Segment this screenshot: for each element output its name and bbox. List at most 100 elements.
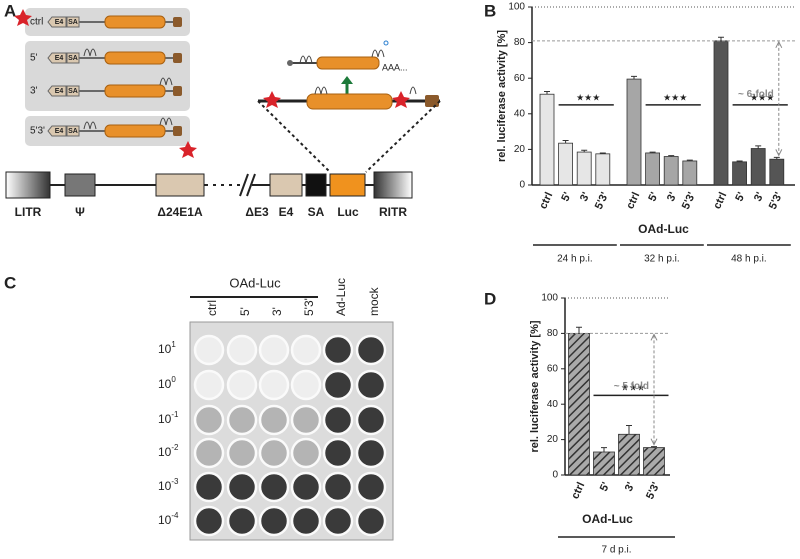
y-tick-label: 80 bbox=[547, 328, 559, 339]
well bbox=[193, 334, 225, 366]
x-tick-label: 3' bbox=[623, 480, 638, 493]
bar bbox=[558, 142, 573, 186]
element-label: E4 bbox=[55, 88, 64, 95]
x-tick-label: 3' bbox=[578, 190, 593, 203]
genome-label: E4 bbox=[279, 205, 294, 219]
group-label: 32 h p.i. bbox=[644, 254, 680, 265]
y-tick-label: 60 bbox=[547, 363, 559, 374]
well bbox=[193, 471, 225, 503]
fold-label: ~ 5 fold bbox=[614, 381, 649, 392]
well bbox=[258, 437, 290, 469]
bar bbox=[593, 451, 615, 476]
error-bar bbox=[686, 159, 693, 161]
group-label: 7 d p.i. bbox=[601, 545, 631, 556]
fold-label: ~ 6-fold bbox=[738, 89, 774, 100]
well bbox=[290, 404, 322, 436]
panel-label: C bbox=[4, 273, 16, 292]
tail-box bbox=[173, 17, 182, 27]
well bbox=[226, 505, 258, 537]
error-bar bbox=[736, 160, 743, 162]
y-tick-label: 0 bbox=[519, 180, 525, 191]
plate-title: OAd-Luc bbox=[229, 275, 281, 290]
y-tick-label: 0 bbox=[552, 470, 558, 481]
dilution-base: 10 bbox=[158, 412, 172, 426]
sa-box bbox=[66, 52, 80, 64]
dilution-base: 10 bbox=[158, 513, 172, 527]
well bbox=[355, 404, 387, 436]
polya-label: AAA... bbox=[382, 62, 408, 72]
genome-label: Ψ bbox=[75, 205, 85, 219]
construct-label: 5' bbox=[30, 53, 38, 64]
column-label: ctrl bbox=[205, 300, 219, 316]
error-bar bbox=[562, 140, 569, 144]
orf-box bbox=[104, 124, 166, 138]
x-tick-label: 5' bbox=[733, 190, 748, 203]
error-bar bbox=[668, 155, 675, 157]
element-label: SA bbox=[68, 88, 78, 95]
bar bbox=[618, 433, 640, 476]
sa-box bbox=[66, 85, 80, 97]
significance-label: ★★★ bbox=[663, 92, 687, 102]
dilution-exponent: -4 bbox=[171, 511, 179, 520]
well bbox=[258, 369, 290, 401]
plate-wells: ctrl 5' 3' 5'3' Ad-Luc mock10110010-110-210-3… bbox=[158, 278, 387, 537]
well bbox=[193, 437, 225, 469]
x-tick-label: 5'3' bbox=[767, 190, 785, 211]
x-tick-label: ctrl bbox=[537, 190, 555, 211]
significance-label: ★★★ bbox=[621, 383, 645, 393]
y-tick-label: 40 bbox=[547, 399, 559, 410]
well bbox=[355, 505, 387, 537]
mrna-diagram bbox=[257, 40, 441, 173]
well bbox=[322, 404, 354, 436]
x-tick-label: 5'3' bbox=[593, 190, 611, 211]
y-tick-label: 20 bbox=[514, 144, 526, 155]
well bbox=[355, 369, 387, 401]
genome-label: SA bbox=[308, 205, 325, 219]
bar bbox=[750, 148, 766, 186]
dilution-label: 10-1 bbox=[158, 410, 179, 426]
error-bar bbox=[631, 75, 637, 80]
element-label: SA bbox=[68, 19, 78, 26]
dilution-label: 10-4 bbox=[158, 511, 179, 527]
column-label: 5' bbox=[238, 307, 252, 316]
e4-box bbox=[47, 85, 67, 97]
construct-box bbox=[25, 41, 190, 111]
e4-box bbox=[47, 16, 67, 28]
error-bar bbox=[544, 91, 550, 95]
genome-labels: LITR Ψ Δ24E1A ΔE3 E4 SA Luc RITR bbox=[15, 205, 408, 219]
well bbox=[258, 404, 290, 436]
well bbox=[258, 505, 290, 537]
dilution-exponent: 0 bbox=[171, 375, 176, 384]
orf-box bbox=[104, 51, 166, 65]
error-bar bbox=[581, 149, 588, 153]
utr-loop bbox=[83, 121, 97, 130]
x-tick-label: 3' bbox=[665, 190, 680, 203]
bar bbox=[643, 447, 665, 476]
panel-label: B bbox=[484, 1, 496, 20]
well bbox=[193, 404, 225, 436]
error-bar bbox=[649, 151, 656, 153]
panel-label: A bbox=[4, 1, 16, 20]
dilution-exponent: -1 bbox=[171, 410, 179, 419]
well bbox=[355, 437, 387, 469]
well bbox=[290, 505, 322, 537]
element-label: SA bbox=[68, 55, 78, 62]
well bbox=[226, 404, 258, 436]
x-tick-label: 5' bbox=[598, 480, 613, 493]
well bbox=[258, 471, 290, 503]
significance-label: ★★★ bbox=[576, 92, 600, 102]
bar bbox=[568, 332, 590, 476]
well bbox=[322, 471, 354, 503]
genome-label: Δ24E1A bbox=[157, 205, 203, 219]
bar bbox=[732, 161, 747, 186]
well bbox=[290, 471, 322, 503]
error-bar bbox=[626, 424, 632, 435]
dilution-label: 100 bbox=[158, 375, 176, 391]
dilution-exponent: -3 bbox=[171, 477, 179, 486]
well bbox=[226, 471, 258, 503]
error-bar bbox=[651, 446, 657, 448]
dilution-exponent: -2 bbox=[171, 443, 179, 452]
y-tick-label: 60 bbox=[514, 73, 526, 84]
